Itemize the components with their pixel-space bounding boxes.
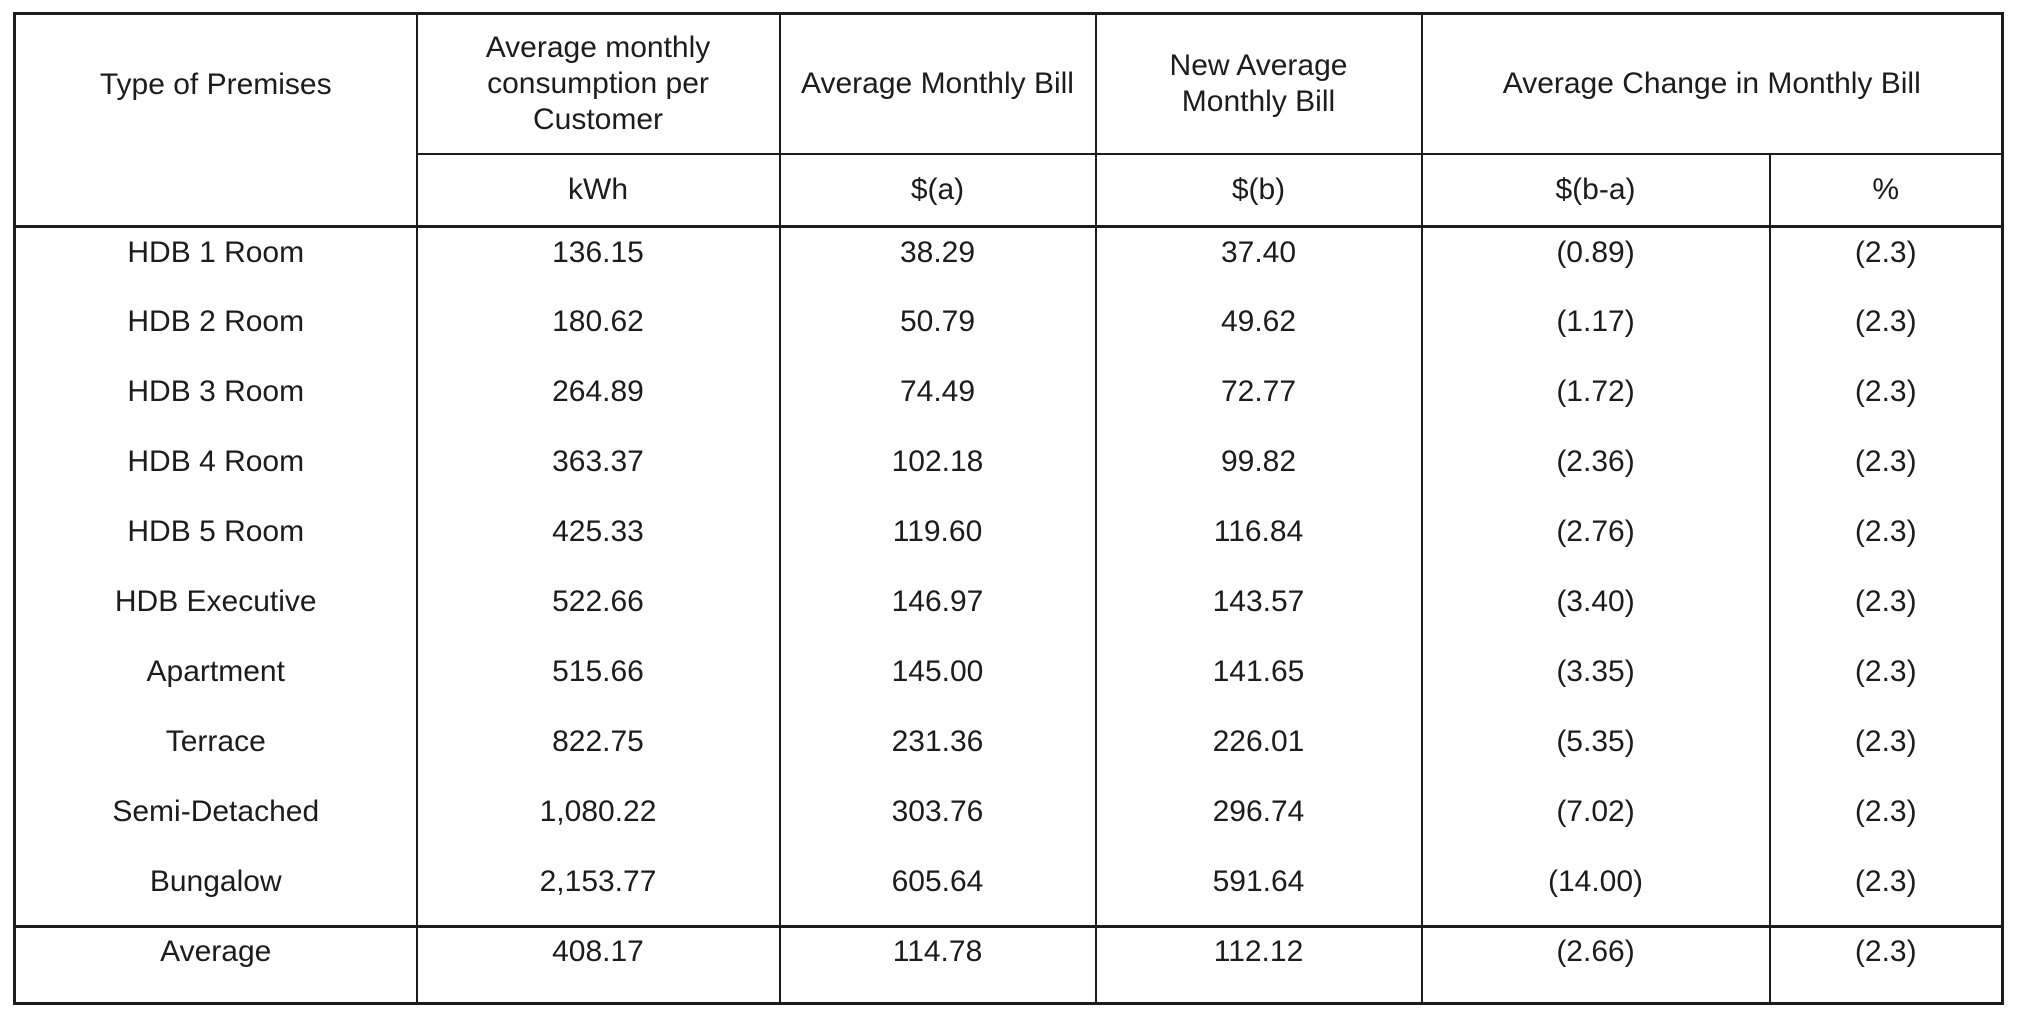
table-row: HDB 3 Room 264.89 74.49 72.77 (1.72) (2.…: [13, 366, 2004, 437]
cell-consumption-kwh: 522.66: [415, 576, 781, 647]
cell-premises: Bungalow: [13, 856, 418, 927]
header-avg-change-monthly-bill: Average Change in Monthly Bill: [1420, 12, 2004, 155]
cell-new-avg-monthly-bill: 99.82: [1094, 436, 1423, 507]
table-header: Type of Premises Average monthly consump…: [13, 12, 2004, 228]
cell-new-avg-monthly-bill: 49.62: [1094, 296, 1423, 367]
cell-consumption-kwh: 136.15: [415, 226, 781, 297]
cell-change-percent: (2.3): [1768, 296, 2004, 367]
cell-avg-monthly-bill: 74.49: [778, 366, 1097, 437]
table-row: Apartment 515.66 145.00 141.65 (3.35) (2…: [13, 646, 2004, 717]
cell-premises: HDB 5 Room: [13, 506, 418, 577]
header-avg-consumption: Average monthly consumption per Customer: [415, 12, 781, 155]
cell-consumption-kwh: 425.33: [415, 506, 781, 577]
cell-avg-monthly-bill: 605.64: [778, 856, 1097, 927]
cell-change-amount: (7.02): [1420, 786, 1771, 857]
cell-change-amount: (3.40): [1420, 576, 1771, 647]
cell-change-amount: (14.00): [1420, 856, 1771, 927]
cell-average-kwh: 408.17: [415, 925, 781, 1004]
cell-new-avg-monthly-bill: 591.64: [1094, 856, 1423, 927]
table-row: Terrace 822.75 231.36 226.01 (5.35) (2.3…: [13, 716, 2004, 787]
cell-new-avg-monthly-bill: 141.65: [1094, 646, 1423, 717]
cell-premises: Apartment: [13, 646, 418, 717]
cell-consumption-kwh: 363.37: [415, 436, 781, 507]
unit-kwh: kWh: [415, 152, 781, 228]
table-row: HDB Executive 522.66 146.97 143.57 (3.40…: [13, 576, 2004, 647]
cell-avg-monthly-bill: 102.18: [778, 436, 1097, 507]
cell-average-change-percent: (2.3): [1768, 925, 2004, 1004]
cell-change-percent: (2.3): [1768, 716, 2004, 787]
cell-change-amount: (5.35): [1420, 716, 1771, 787]
cell-premises: HDB Executive: [13, 576, 418, 647]
cell-premises: HDB 1 Room: [13, 226, 418, 297]
unit-dollar-b: $(b): [1094, 152, 1423, 228]
cell-avg-monthly-bill: 303.76: [778, 786, 1097, 857]
cell-change-percent: (2.3): [1768, 786, 2004, 857]
cell-change-percent: (2.3): [1768, 436, 2004, 507]
cell-consumption-kwh: 822.75: [415, 716, 781, 787]
cell-new-avg-monthly-bill: 296.74: [1094, 786, 1423, 857]
unit-dollar-a: $(a): [778, 152, 1097, 228]
table-body: HDB 1 Room 136.15 38.29 37.40 (0.89) (2.…: [13, 226, 2004, 927]
cell-premises: HDB 2 Room: [13, 296, 418, 367]
tariff-table: Type of Premises Average monthly consump…: [13, 12, 2004, 1005]
table-footer: Average 408.17 114.78 112.12 (2.66) (2.3…: [13, 925, 2004, 1004]
cell-new-avg-monthly-bill: 226.01: [1094, 716, 1423, 787]
cell-average-label: Average: [13, 925, 418, 1004]
cell-consumption-kwh: 1,080.22: [415, 786, 781, 857]
cell-change-amount: (3.35): [1420, 646, 1771, 717]
cell-consumption-kwh: 264.89: [415, 366, 781, 437]
cell-change-percent: (2.3): [1768, 576, 2004, 647]
cell-change-amount: (1.72): [1420, 366, 1771, 437]
cell-avg-monthly-bill: 38.29: [778, 226, 1097, 297]
cell-new-avg-monthly-bill: 116.84: [1094, 506, 1423, 577]
cell-new-avg-monthly-bill: 72.77: [1094, 366, 1423, 437]
cell-avg-monthly-bill: 146.97: [778, 576, 1097, 647]
table-row: Semi-Detached 1,080.22 303.76 296.74 (7.…: [13, 786, 2004, 857]
cell-average-change-amount: (2.66): [1420, 925, 1771, 1004]
cell-change-percent: (2.3): [1768, 646, 2004, 717]
table-row: HDB 5 Room 425.33 119.60 116.84 (2.76) (…: [13, 506, 2004, 577]
cell-consumption-kwh: 515.66: [415, 646, 781, 717]
cell-change-amount: (2.36): [1420, 436, 1771, 507]
cell-avg-monthly-bill: 50.79: [778, 296, 1097, 367]
cell-avg-monthly-bill: 145.00: [778, 646, 1097, 717]
cell-new-avg-monthly-bill: 143.57: [1094, 576, 1423, 647]
cell-change-percent: (2.3): [1768, 856, 2004, 927]
header-title-row: Type of Premises Average monthly consump…: [13, 12, 2004, 228]
table-row: HDB 4 Room 363.37 102.18 99.82 (2.36) (2…: [13, 436, 2004, 507]
cell-premises: HDB 4 Room: [13, 436, 418, 507]
cell-new-avg-monthly-bill: 37.40: [1094, 226, 1423, 297]
cell-premises: Terrace: [13, 716, 418, 787]
header-type-of-premises: Type of Premises: [13, 12, 418, 228]
average-row: Average 408.17 114.78 112.12 (2.66) (2.3…: [13, 925, 2004, 1004]
cell-average-bill-b: 112.12: [1094, 925, 1423, 1004]
cell-change-percent: (2.3): [1768, 506, 2004, 577]
table-row: HDB 1 Room 136.15 38.29 37.40 (0.89) (2.…: [13, 226, 2004, 297]
cell-change-amount: (1.17): [1420, 296, 1771, 367]
cell-premises: Semi-Detached: [13, 786, 418, 857]
header-unit-row: kWh $(a) $(b) $(b-a) %: [15, 152, 2004, 228]
cell-premises: HDB 3 Room: [13, 366, 418, 437]
cell-change-amount: (2.76): [1420, 506, 1771, 577]
header-new-avg-monthly-bill: New Average Monthly Bill: [1094, 12, 1423, 155]
table-row: Bungalow 2,153.77 605.64 591.64 (14.00) …: [13, 856, 2004, 927]
header-avg-monthly-bill: Average Monthly Bill: [778, 12, 1097, 155]
cell-average-bill-a: 114.78: [778, 925, 1097, 1004]
cell-change-percent: (2.3): [1768, 366, 2004, 437]
cell-avg-monthly-bill: 231.36: [778, 716, 1097, 787]
cell-consumption-kwh: 180.62: [415, 296, 781, 367]
unit-dollar-b-minus-a: $(b-a): [1420, 152, 1771, 228]
table-row: HDB 2 Room 180.62 50.79 49.62 (1.17) (2.…: [13, 296, 2004, 367]
cell-change-percent: (2.3): [1768, 226, 2004, 297]
cell-consumption-kwh: 2,153.77: [415, 856, 781, 927]
unit-percent: %: [1768, 152, 2004, 228]
cell-avg-monthly-bill: 119.60: [778, 506, 1097, 577]
cell-change-amount: (0.89): [1420, 226, 1771, 297]
